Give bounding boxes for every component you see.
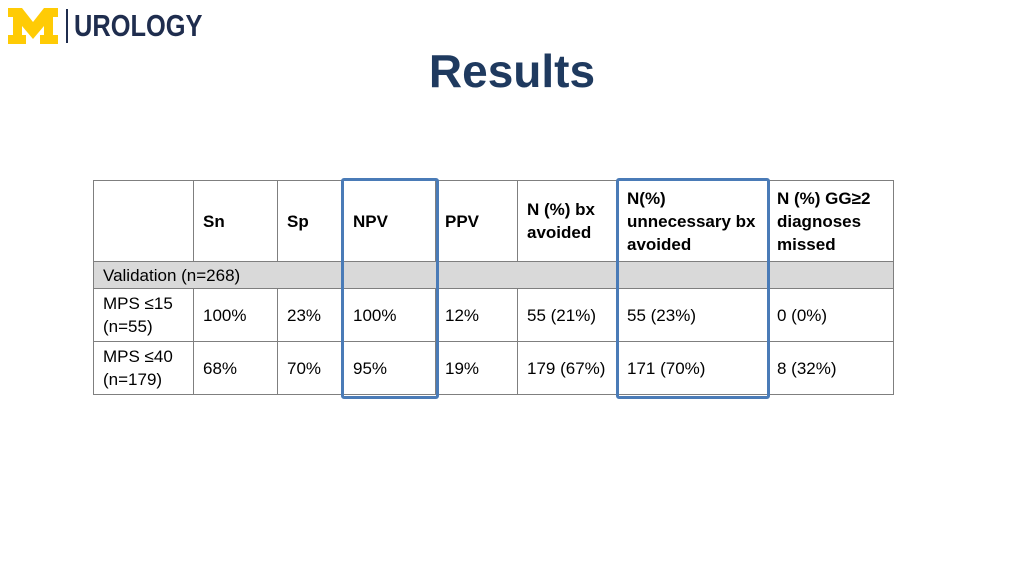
block-m-icon (8, 8, 58, 44)
cell-sp: 70% (277, 341, 344, 395)
header-cell-gg2-missed: N (%) GG≥2 diagnoses missed (767, 180, 894, 262)
cell-unnecessary-bx-avoided: 171 (70%) (617, 341, 768, 395)
results-table: Sn Sp NPV PPV N (%) bx avoided N(%) unne… (93, 180, 894, 395)
cell-npv: 100% (343, 288, 436, 342)
logo: UROLOGY (8, 6, 231, 46)
header-cell-empty (93, 180, 194, 262)
cell-sp: 23% (277, 288, 344, 342)
cell-npv: 95% (343, 341, 436, 395)
header-cell-unnecessary-bx-avoided: N(%) unnecessary bx avoided (617, 180, 768, 262)
slide-title: Results (428, 45, 596, 97)
cell-bx-avoided: 179 (67%) (517, 341, 618, 395)
cell-ppv: 12% (435, 288, 518, 342)
header-cell-npv: NPV (343, 180, 436, 262)
header-cell-sp: Sp (277, 180, 344, 262)
cell-sn: 100% (193, 288, 278, 342)
header-cell-ppv: PPV (435, 180, 518, 262)
row-label: MPS ≤40 (n=179) (93, 341, 194, 395)
cell-sn: 68% (193, 341, 278, 395)
header-cell-sn: Sn (193, 180, 278, 262)
cell-ppv: 19% (435, 341, 518, 395)
header-cell-bx-avoided: N (%) bx avoided (517, 180, 618, 262)
logo-text: UROLOGY (74, 8, 203, 43)
section-label: Validation (n=268) (93, 261, 894, 289)
table-row: MPS ≤15 (n=55) 100% 23% 100% 12% 55 (21%… (93, 288, 894, 342)
table-header-row: Sn Sp NPV PPV N (%) bx avoided N(%) unne… (93, 180, 894, 262)
cell-bx-avoided: 55 (21%) (517, 288, 618, 342)
cell-unnecessary-bx-avoided: 55 (23%) (617, 288, 768, 342)
cell-gg2-missed: 0 (0%) (767, 288, 894, 342)
logo-divider (66, 9, 68, 43)
npv-highlight-box (341, 178, 439, 399)
table-row: MPS ≤40 (n=179) 68% 70% 95% 19% 179 (67%… (93, 341, 894, 395)
cell-gg2-missed: 8 (32%) (767, 341, 894, 395)
row-label: MPS ≤15 (n=55) (93, 288, 194, 342)
unnecessary-bx-highlight-box (616, 178, 770, 399)
section-row: Validation (n=268) (93, 261, 894, 289)
